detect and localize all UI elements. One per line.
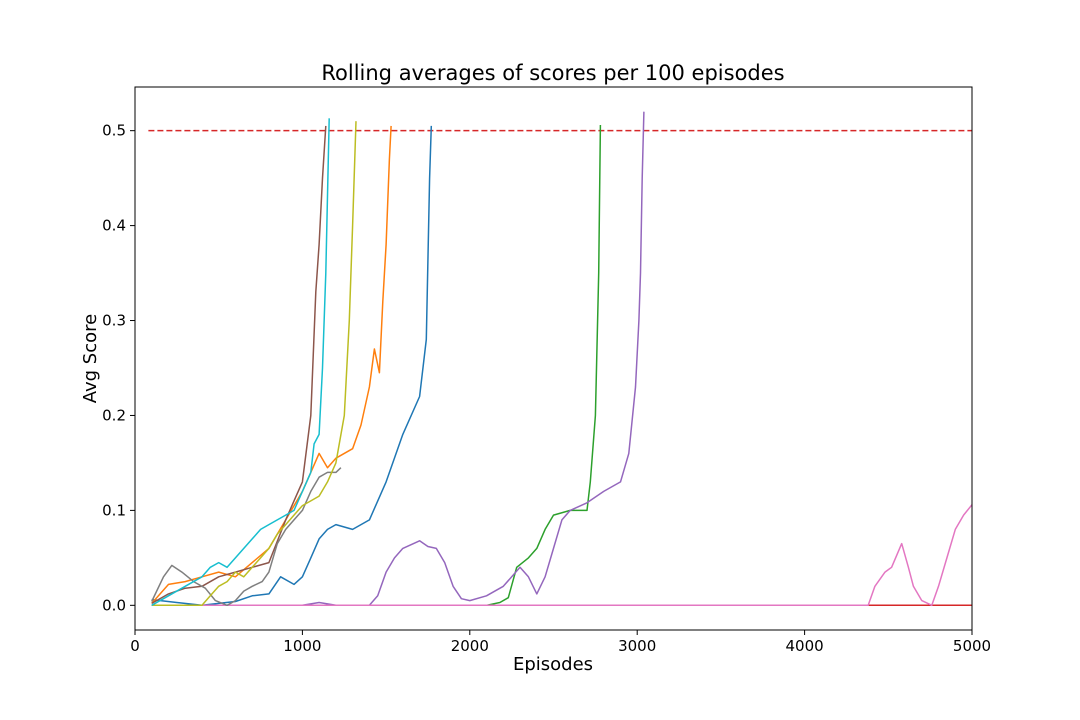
- y-axis: 0.0 0.1 0.2 0.3 0.4 0.5: [102, 122, 135, 614]
- y-tick-label: 0.2: [102, 406, 126, 424]
- series-line-1: [151, 125, 433, 607]
- series-line-9: [151, 121, 357, 607]
- series-line-6: [151, 125, 327, 605]
- x-tick-label: 0: [130, 637, 140, 655]
- x-tick-label: 1000: [283, 637, 321, 655]
- y-axis-label: Avg Score: [80, 314, 101, 403]
- series-line-3: [151, 124, 602, 607]
- series-line-2: [151, 125, 392, 604]
- chart-title: Rolling averages of scores per 100 episo…: [321, 61, 784, 85]
- x-tick-label: 2000: [451, 637, 489, 655]
- series-line-8: [151, 467, 342, 607]
- y-tick-label: 0.1: [102, 501, 126, 519]
- x-tick-label: 5000: [953, 637, 991, 655]
- y-tick-label: 0.0: [102, 596, 126, 614]
- x-axis-label: Episodes: [513, 654, 593, 675]
- series-line-5: [151, 111, 645, 607]
- x-axis: 0 1000 2000 3000 4000 5000: [130, 630, 991, 655]
- series-line-7: [151, 504, 973, 607]
- x-tick-label: 3000: [618, 637, 656, 655]
- plot-area: [148, 111, 973, 607]
- y-tick-label: 0.3: [102, 312, 126, 330]
- plot-frame: [134, 86, 973, 631]
- y-tick-label: 0.5: [102, 122, 126, 140]
- series-line-10: [151, 118, 330, 606]
- y-tick-label: 0.4: [102, 217, 126, 235]
- x-tick-label: 4000: [786, 637, 824, 655]
